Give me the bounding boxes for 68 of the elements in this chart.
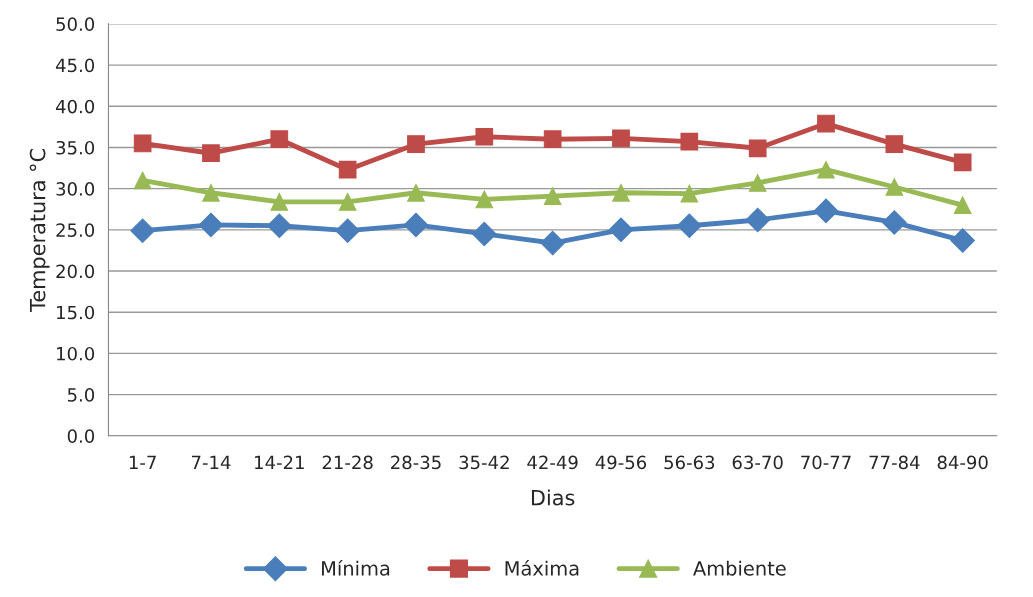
y-tick-label: 5.0 xyxy=(67,388,95,402)
point xyxy=(338,192,357,211)
point xyxy=(472,221,497,247)
point xyxy=(680,132,699,151)
legend-label: Mínima xyxy=(322,559,390,576)
legend-label: Ambiente xyxy=(693,560,786,576)
y-tick-label: 35.0 xyxy=(56,140,95,155)
point xyxy=(267,213,292,239)
point xyxy=(133,134,152,153)
x-tick-label: 21-28 xyxy=(322,455,373,470)
x-tick-label: 70-77 xyxy=(801,455,851,470)
y-tick-label: 0.0 xyxy=(67,429,95,443)
point xyxy=(950,228,975,253)
point xyxy=(130,218,155,243)
x-tick-label: 1-7 xyxy=(129,455,156,469)
x-tick-label: 28-35 xyxy=(391,455,441,470)
x-tick-label: 49-56 xyxy=(595,455,647,470)
x-tick-label: 14-21 xyxy=(255,455,304,469)
y-axis-title: Temperatura °C xyxy=(29,148,50,312)
x-tick-label: 42-49 xyxy=(527,455,578,470)
point xyxy=(885,135,904,154)
point xyxy=(133,171,152,190)
point xyxy=(202,183,220,202)
point xyxy=(270,192,289,211)
x-axis-title: Dias xyxy=(531,489,575,506)
point xyxy=(608,217,634,243)
point xyxy=(817,114,835,133)
point xyxy=(335,218,360,243)
point xyxy=(407,135,425,154)
point xyxy=(403,212,429,238)
y-tick-label: 40.0 xyxy=(55,99,95,114)
point xyxy=(543,130,562,149)
point xyxy=(198,212,224,238)
point xyxy=(338,160,357,179)
point xyxy=(475,127,494,146)
point xyxy=(745,207,770,233)
x-tick-label: 7-14 xyxy=(191,455,231,469)
point xyxy=(882,210,907,235)
point xyxy=(885,178,904,196)
x-tick-label: 35-42 xyxy=(459,455,509,470)
point xyxy=(475,190,494,209)
y-tick-label: 30.0 xyxy=(56,182,95,196)
x-tick-label: 56-63 xyxy=(664,455,715,470)
y-tick-label: 50.0 xyxy=(56,17,95,31)
x-tick-label: 63-70 xyxy=(732,455,783,470)
y-tick-label: 25.0 xyxy=(56,223,95,237)
legend-label: Máxima xyxy=(505,559,579,576)
point xyxy=(202,144,220,163)
point xyxy=(677,213,702,239)
x-tick-label: 84-90 xyxy=(937,455,988,470)
point xyxy=(612,183,630,202)
point xyxy=(817,160,835,179)
point xyxy=(407,183,425,202)
y-tick-label: 45.0 xyxy=(55,58,95,73)
point xyxy=(680,184,699,203)
point xyxy=(270,130,289,149)
point xyxy=(813,198,839,224)
point xyxy=(748,174,767,192)
y-tick-label: 15.0 xyxy=(57,305,95,320)
y-tick-label: 10.0 xyxy=(57,346,95,361)
point xyxy=(953,153,972,172)
point xyxy=(612,129,630,148)
point xyxy=(543,187,562,205)
y-tick-label: 20.0 xyxy=(56,264,95,279)
point xyxy=(748,139,767,158)
x-tick-label: 77-84 xyxy=(869,455,920,470)
point xyxy=(540,230,565,256)
point xyxy=(953,196,972,214)
